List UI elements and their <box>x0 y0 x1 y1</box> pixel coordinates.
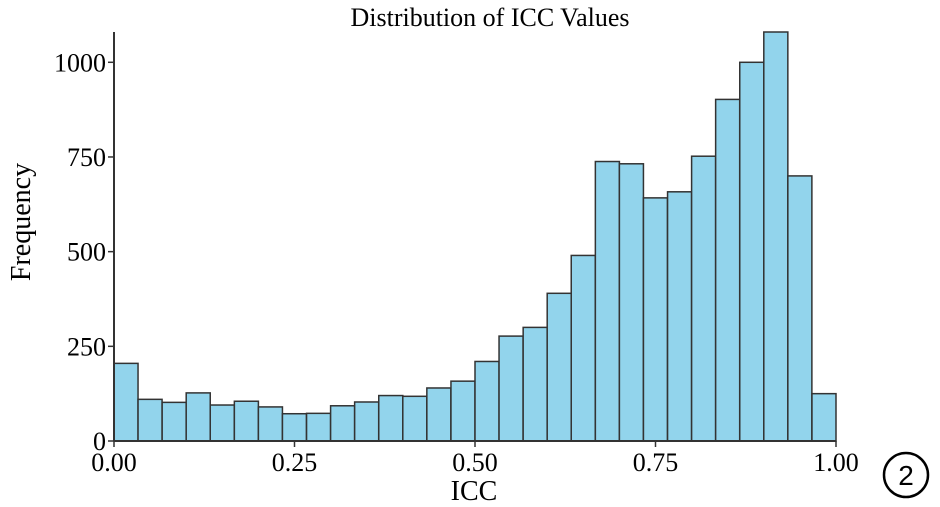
histogram-bar <box>739 61 765 442</box>
y-ticks-group: 0 250 500 750 1000 <box>54 48 114 456</box>
histogram-bar <box>618 163 645 442</box>
histogram-bar <box>787 175 813 442</box>
histogram-bar <box>642 197 669 442</box>
histogram-bar <box>305 412 332 442</box>
histogram-bar <box>546 292 572 442</box>
x-ticks-group: 0.00 0.25 0.50 0.75 1.00 <box>91 441 859 477</box>
bars-group <box>113 31 837 442</box>
histogram-bar <box>209 404 236 442</box>
y-tick-label: 0 <box>93 427 106 456</box>
x-tick-label: 0.50 <box>452 448 498 477</box>
histogram-bar <box>113 362 139 442</box>
histogram-bar <box>161 401 187 442</box>
chart-title: Distribution of ICC Values <box>350 3 629 32</box>
x-axis-label: ICC <box>451 476 498 507</box>
histogram-bar <box>329 405 356 442</box>
x-tick-label: 0.25 <box>272 448 318 477</box>
histogram-bar <box>378 394 404 442</box>
histogram-bar <box>594 160 621 442</box>
histogram-bar <box>402 395 428 442</box>
histogram-bar <box>233 400 260 442</box>
histogram-bar <box>522 326 548 442</box>
x-tick-label: 0.75 <box>633 448 679 477</box>
histogram-bar <box>137 398 163 442</box>
panel-badge-circle <box>882 451 930 499</box>
x-tick-label: 0.00 <box>91 448 137 477</box>
y-tick-label: 500 <box>67 238 106 267</box>
histogram-bar <box>281 412 308 442</box>
y-tick-label: 750 <box>67 143 106 172</box>
histogram-bar <box>353 401 380 442</box>
y-tick-label: 250 <box>67 332 106 361</box>
histogram-bar <box>570 254 597 442</box>
histogram-bar <box>811 392 837 442</box>
histogram-bar <box>763 31 789 442</box>
panel-badge-label: 2 <box>898 460 914 491</box>
histogram-bar <box>714 98 741 442</box>
histogram-bar <box>185 392 211 442</box>
panel-badge: 2 <box>882 451 930 499</box>
histogram-bar <box>257 406 284 442</box>
histogram-bar <box>450 380 476 442</box>
histogram-bar <box>666 191 693 442</box>
histogram-bar <box>474 360 500 442</box>
y-tick-label: 1000 <box>54 48 106 77</box>
y-axis-label: Frequency <box>6 163 37 281</box>
histogram-bar <box>690 155 717 442</box>
histogram-bar <box>426 387 452 442</box>
histogram-bar <box>498 335 524 442</box>
x-tick-label: 1.00 <box>813 448 859 477</box>
